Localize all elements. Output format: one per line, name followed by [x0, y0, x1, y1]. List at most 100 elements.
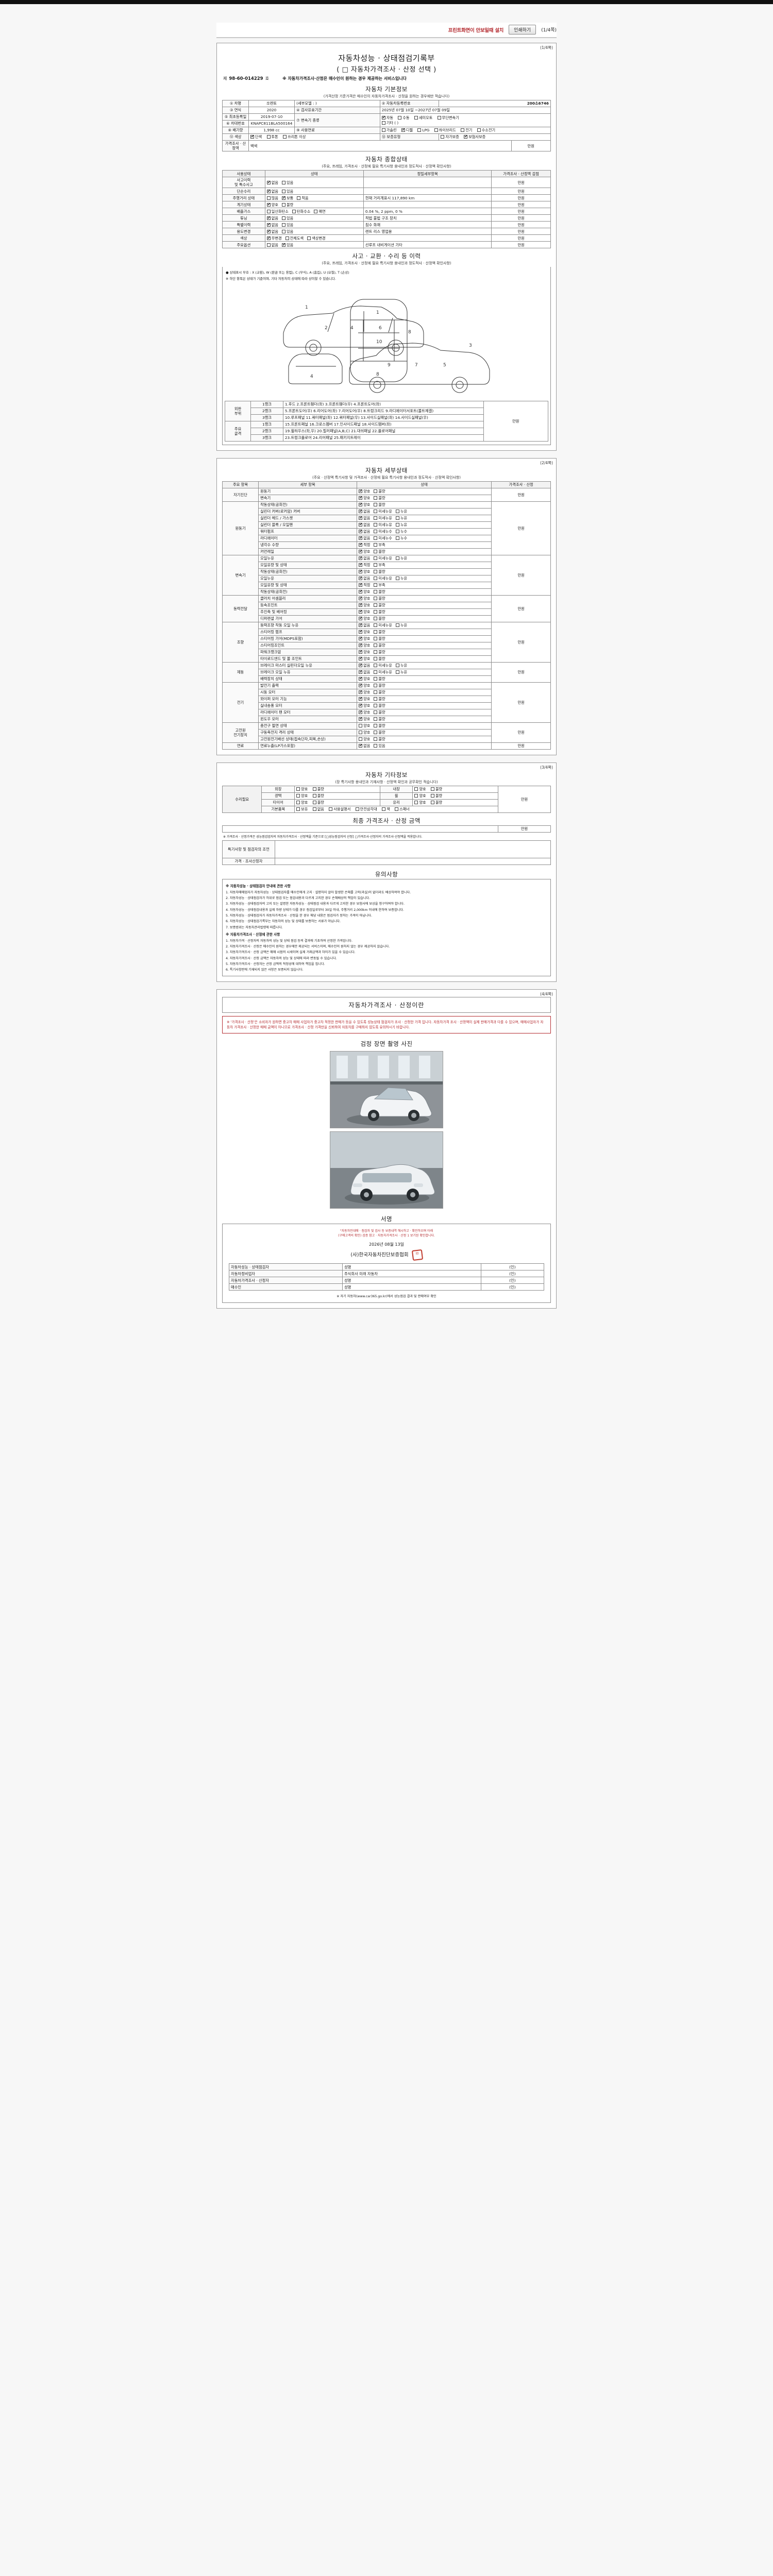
checkbox-detail-6-4-1[interactable]: 불량 — [374, 710, 385, 715]
checkbox-detail-3-1-0[interactable]: 양호 — [359, 602, 370, 607]
checkbox-detail-7-0-1[interactable]: 불량 — [374, 723, 385, 728]
checkbox-etc2-1-0[interactable]: 양호 — [414, 793, 426, 798]
checkbox-transmission-4[interactable]: 기타 ( ) — [381, 121, 398, 125]
checkbox-detail-6-5-1[interactable]: 불량 — [374, 717, 385, 721]
checkbox-overall-2-0[interactable]: 많음 — [266, 196, 278, 200]
checkbox-overall-4-0[interactable]: 일산화탄소 — [266, 209, 289, 214]
checkbox-transmission-1[interactable]: 수동 — [398, 115, 410, 120]
checkbox-basic-1[interactable]: 없음 — [312, 807, 324, 811]
checkbox-detail-1-7-1[interactable]: 불량 — [374, 549, 385, 554]
checkbox-detail-2-5-1[interactable]: 불량 — [374, 589, 385, 594]
checkbox-detail-4-0-2[interactable]: 누유 — [395, 623, 407, 628]
checkbox-overall-4-1[interactable]: 탄화수소 — [292, 209, 310, 214]
checkbox-etc-1-1[interactable]: 불량 — [312, 793, 324, 798]
checkbox-basic-item-0[interactable]: 사용설명서 — [329, 807, 350, 811]
checkbox-detail-1-4-2[interactable]: 누수 — [395, 529, 407, 534]
print-button[interactable]: 인쇄하기 — [509, 25, 536, 35]
checkbox-etc-2-1[interactable]: 불량 — [312, 800, 324, 805]
checkbox-detail-7-2-0[interactable]: 양호 — [359, 737, 370, 741]
checkbox-detail-3-0-0[interactable]: 양호 — [359, 596, 370, 601]
checkbox-detail-2-5-0[interactable]: 양호 — [359, 589, 370, 594]
checkbox-detail-5-1-2[interactable]: 누유 — [395, 670, 407, 674]
checkbox-detail-1-2-2[interactable]: 누유 — [395, 516, 407, 520]
checkbox-etc-1-0[interactable]: 양호 — [296, 793, 308, 798]
checkbox-detail-7-0-0[interactable]: 양호 — [359, 723, 370, 728]
checkbox-detail-4-5-0[interactable]: 양호 — [359, 656, 370, 661]
checkbox-overall-0-1[interactable]: 있음 — [282, 180, 293, 185]
checkbox-overall-8-1[interactable]: 전체도색 — [285, 236, 304, 241]
checkbox-detail-0-1-0[interactable]: 양호 — [359, 495, 370, 500]
checkbox-detail-1-5-0[interactable]: 없음 — [359, 535, 370, 540]
checkbox-transmission-0[interactable]: 자동 — [381, 115, 393, 120]
checkbox-detail-5-0-2[interactable]: 누유 — [395, 663, 407, 668]
checkbox-etc2-1-1[interactable]: 불량 — [431, 793, 442, 798]
checkbox-overall-3-0[interactable]: 양호 — [266, 202, 278, 207]
checkbox-detail-1-2-0[interactable]: 없음 — [359, 515, 370, 520]
checkbox-overall-1-0[interactable]: 없음 — [266, 189, 278, 194]
checkbox-detail-1-5-1[interactable]: 미세누수 — [374, 536, 392, 540]
checkbox-overall-8-0[interactable]: 무변경 — [266, 235, 282, 241]
checkbox-detail-1-4-0[interactable]: 없음 — [359, 529, 370, 534]
checkbox-detail-3-3-1[interactable]: 불량 — [374, 616, 385, 621]
checkbox-detail-0-0-1[interactable]: 불량 — [374, 489, 385, 494]
checkbox-detail-3-0-1[interactable]: 불량 — [374, 596, 385, 601]
checkbox-detail-1-2-1[interactable]: 미세누유 — [374, 516, 392, 520]
checkbox-overall-2-2[interactable]: 적음 — [297, 196, 309, 200]
checkbox-basic-item-2[interactable]: 잭 — [382, 807, 390, 811]
checkbox-warranty-1[interactable]: 보험사보증 — [464, 134, 485, 139]
checkbox-overall-2-1[interactable]: 보통 — [282, 195, 293, 200]
checkbox-detail-2-2-0[interactable]: 양호 — [359, 569, 370, 574]
checkbox-detail-1-4-1[interactable]: 미세누수 — [374, 529, 392, 534]
checkbox-detail-4-4-0[interactable]: 양호 — [359, 649, 370, 654]
checkbox-detail-6-2-0[interactable]: 양호 — [359, 696, 370, 701]
checkbox-overall-0-0[interactable]: 없음 — [266, 180, 278, 185]
checkbox-detail-8-0-0[interactable]: 없음 — [359, 743, 370, 748]
checkbox-detail-6-0-1[interactable]: 불량 — [374, 683, 385, 688]
checkbox-fuel-0[interactable]: 가솔린 — [381, 128, 397, 132]
checkbox-etc-0-0[interactable]: 양호 — [296, 787, 308, 791]
checkbox-detail-1-0-0[interactable]: 양호 — [359, 502, 370, 507]
checkbox-detail-2-4-0[interactable]: 적정 — [359, 582, 370, 587]
checkbox-detail-3-3-0[interactable]: 양호 — [359, 616, 370, 621]
checkbox-fuel-3[interactable]: 하이브리드 — [434, 128, 456, 132]
checkbox-basic-0[interactable]: 보유 — [296, 807, 308, 811]
checkbox-detail-5-1-1[interactable]: 미세누유 — [374, 670, 392, 674]
checkbox-detail-6-5-0[interactable]: 양호 — [359, 716, 370, 721]
checkbox-transmission-3[interactable]: 무단변속기 — [437, 115, 459, 120]
checkbox-detail-4-4-1[interactable]: 불량 — [374, 650, 385, 654]
checkbox-detail-2-3-1[interactable]: 미세누유 — [374, 576, 392, 581]
checkbox-detail-2-0-1[interactable]: 미세누유 — [374, 556, 392, 561]
checkbox-color-2[interactable]: 쓰리톤 이상 — [283, 134, 306, 139]
checkbox-detail-3-2-1[interactable]: 불량 — [374, 609, 385, 614]
checkbox-detail-1-3-1[interactable]: 미세누유 — [374, 522, 392, 527]
checkbox-etc2-2-0[interactable]: 양호 — [414, 800, 426, 805]
checkbox-overall-4-2[interactable]: 매연 — [314, 209, 326, 214]
checkbox-detail-6-4-0[interactable]: 양호 — [359, 709, 370, 715]
checkbox-detail-6-3-1[interactable]: 불량 — [374, 703, 385, 708]
checkbox-detail-4-2-0[interactable]: 양호 — [359, 636, 370, 641]
checkbox-fuel-5[interactable]: 수소전기 — [477, 128, 495, 132]
checkbox-detail-6-1-0[interactable]: 양호 — [359, 689, 370, 694]
checkbox-detail-4-3-1[interactable]: 불량 — [374, 643, 385, 648]
checkbox-etc2-2-1[interactable]: 불량 — [431, 800, 442, 805]
checkbox-detail-4-2-1[interactable]: 불량 — [374, 636, 385, 641]
checkbox-detail-1-5-2[interactable]: 누수 — [395, 536, 407, 540]
checkbox-detail-1-3-2[interactable]: 누유 — [395, 522, 407, 527]
checkbox-etc-2-0[interactable]: 양호 — [296, 800, 308, 805]
checkbox-detail-1-0-1[interactable]: 불량 — [374, 502, 385, 507]
checkbox-overall-8-2[interactable]: 색상변경 — [307, 236, 326, 241]
checkbox-detail-3-1-1[interactable]: 불량 — [374, 603, 385, 607]
checkbox-detail-4-0-0[interactable]: 없음 — [359, 622, 370, 628]
checkbox-fuel-2[interactable]: LPG — [417, 128, 429, 132]
checkbox-basic-item-1[interactable]: 안전삼각대 — [355, 807, 377, 811]
checkbox-basic-item-3[interactable]: 스패너 — [395, 807, 410, 811]
checkbox-etc2-0-1[interactable]: 불량 — [431, 787, 442, 791]
checkbox-overall-9-0[interactable]: 없음 — [266, 243, 278, 247]
checkbox-etc-0-1[interactable]: 불량 — [312, 787, 324, 791]
checkbox-transmission-2[interactable]: 세미오토 — [414, 115, 432, 120]
checkbox-detail-2-1-0[interactable]: 적정 — [359, 562, 370, 567]
checkbox-detail-1-1-1[interactable]: 미세누유 — [374, 509, 392, 514]
checkbox-detail-6-0-0[interactable]: 양호 — [359, 683, 370, 688]
checkbox-overall-6-1[interactable]: 있음 — [282, 223, 293, 227]
checkbox-overall-5-1[interactable]: 있음 — [282, 216, 293, 221]
